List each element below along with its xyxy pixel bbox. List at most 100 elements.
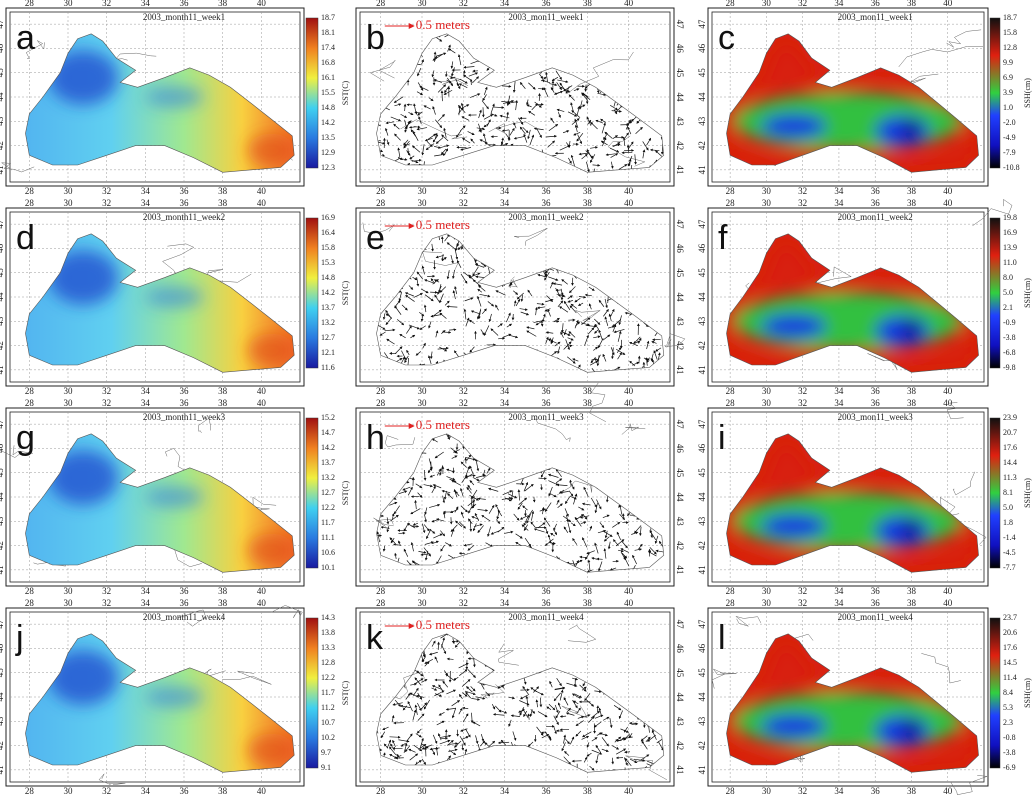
lon-label: 32 (798, 0, 807, 8)
colorbar-tick: 11.7 (321, 518, 335, 527)
lat-label: 43 (0, 716, 5, 726)
lat-label: 45 (0, 68, 5, 78)
lon-label: 36 (180, 398, 190, 408)
lon-label: 30 (418, 786, 428, 796)
panel: 2828303032323434363638384040414243444546… (697, 198, 1032, 396)
lon-label: 28 (376, 598, 386, 608)
colorbar-tick: 12.8 (321, 658, 335, 667)
lat-label: 47 (697, 219, 707, 229)
lat-label: 47 (697, 419, 707, 429)
map-frame (360, 212, 670, 382)
lon-label: 38 (583, 386, 593, 396)
lon-label: 30 (418, 198, 428, 208)
lat-label: 45 (0, 268, 5, 278)
panel: 2828303032323434363638384040414243444546… (0, 398, 350, 596)
lon-label: 36 (871, 598, 881, 608)
lon-label: 34 (141, 186, 151, 196)
colorbar-tick: 18.1 (321, 28, 335, 37)
lat-label: 42 (675, 141, 685, 150)
colorbar-label: SSH(cm) (1023, 278, 1032, 308)
lon-label: 28 (376, 0, 386, 8)
panel-letter: h (366, 419, 385, 457)
lon-label: 38 (907, 398, 917, 408)
lon-label: 36 (542, 386, 552, 396)
lon-label: 30 (64, 198, 74, 208)
lon-label: 40 (624, 398, 634, 408)
colorbar-tick: 12.9 (321, 148, 335, 157)
lat-label: 43 (0, 116, 5, 126)
lat-label: 45 (697, 68, 707, 78)
lon-label: 30 (762, 398, 772, 408)
colorbar-tick: 11.6 (321, 363, 335, 372)
lon-label: 38 (218, 398, 228, 408)
colorbar-label: SST(C) (341, 680, 350, 705)
lon-label: 36 (542, 786, 552, 796)
lon-label: 28 (726, 398, 736, 408)
lon-label: 36 (871, 0, 881, 8)
colorbar-tick: 9.9 (1003, 58, 1013, 67)
panel-title: 2003_mon11_week2 (838, 212, 913, 222)
lon-label: 38 (583, 198, 593, 208)
lon-label: 34 (834, 398, 844, 408)
lon-label: 28 (25, 198, 35, 208)
lat-label: 43 (675, 717, 685, 727)
lon-label: 32 (459, 598, 468, 608)
scale-label: 0.5 meters (416, 617, 470, 632)
colorbar-tick: 11.0 (1003, 258, 1017, 267)
lon-label: 30 (64, 386, 74, 396)
low-blob (761, 114, 826, 138)
colorbar-tick: 13.7 (321, 303, 335, 312)
scale-label: 0.5 meters (416, 17, 470, 32)
panel-letter: b (366, 19, 385, 57)
lon-label: 34 (834, 586, 844, 596)
core-blob (903, 522, 919, 536)
lon-label: 36 (542, 398, 552, 408)
lon-label: 32 (102, 198, 111, 208)
lat-label: 44 (675, 693, 685, 703)
colorbar-tick: 12.8 (1003, 43, 1017, 52)
colorbar-tick: 20.6 (1003, 628, 1017, 637)
lon-label: 40 (624, 386, 634, 396)
colorbar-label: SST(C) (341, 480, 350, 505)
lon-label: 32 (798, 398, 807, 408)
lat-label: 46 (675, 44, 685, 54)
panel-title: 2003_mon11_week3 (838, 412, 914, 422)
colorbar-tick: 10.2 (321, 733, 335, 742)
lon-label: 32 (459, 398, 468, 408)
panel-letter: g (16, 419, 35, 457)
panel-letter: d (16, 219, 35, 257)
colorbar-tick: 23.9 (1003, 413, 1017, 422)
lat-label: 46 (697, 243, 707, 253)
lat-label: 47 (697, 619, 707, 629)
lon-label: 36 (542, 198, 552, 208)
lat-label: 44 (675, 293, 685, 303)
lon-label: 28 (25, 786, 35, 796)
colorbar-tick: 5.3 (1003, 703, 1013, 712)
colorbar-tick: 14.3 (321, 613, 335, 622)
colorbar-tick: 3.9 (1003, 88, 1013, 97)
colorbar-tick: -0.9 (1003, 318, 1016, 327)
lon-label: 28 (726, 598, 736, 608)
map-frame (360, 612, 670, 782)
lat-label: 44 (675, 493, 685, 503)
lon-label: 30 (418, 398, 428, 408)
lon-label: 40 (624, 198, 634, 208)
lat-label: 42 (0, 741, 5, 750)
colorbar-tick: -3.8 (1003, 748, 1016, 757)
colorbar-tick: 12.3 (321, 163, 335, 172)
lon-label: 38 (218, 198, 228, 208)
lat-label: 41 (0, 365, 5, 374)
colorbar-tick: 12.7 (321, 488, 335, 497)
lon-label: 32 (102, 598, 111, 608)
lon-label: 40 (257, 598, 267, 608)
lon-label: 34 (834, 386, 844, 396)
colorbar-tick: 14.2 (321, 443, 335, 452)
colorbar-tick: 13.8 (321, 628, 335, 637)
lon-label: 40 (943, 186, 953, 196)
lon-label: 30 (64, 186, 74, 196)
lat-label: 44 (0, 92, 5, 102)
lon-label: 36 (180, 786, 190, 796)
colorbar-tick: 18.7 (321, 13, 335, 22)
lon-label: 36 (542, 598, 552, 608)
lon-label: 34 (141, 386, 151, 396)
